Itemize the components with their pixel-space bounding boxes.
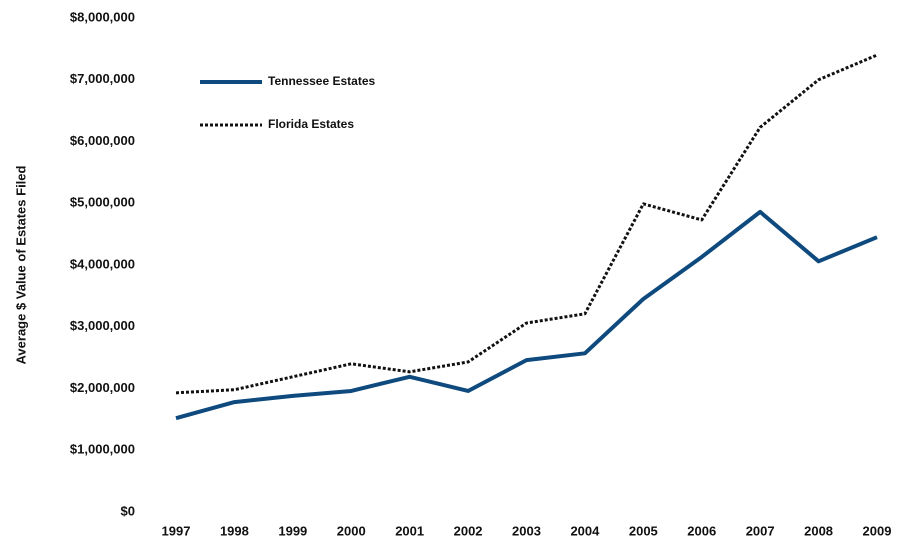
x-tick-label: 2000 bbox=[337, 523, 366, 538]
y-tick-label: $1,000,000 bbox=[70, 442, 135, 457]
x-tick-label: 2007 bbox=[746, 523, 775, 538]
y-tick-label: $3,000,000 bbox=[70, 318, 135, 333]
y-tick-label: $6,000,000 bbox=[70, 133, 135, 148]
y-tick-label: $4,000,000 bbox=[70, 256, 135, 271]
series-line bbox=[175, 53, 878, 395]
y-tick-label: $5,000,000 bbox=[70, 195, 135, 210]
x-tick-label: 2006 bbox=[687, 523, 716, 538]
x-tick-label: 1997 bbox=[162, 523, 191, 538]
x-tick-label: 1998 bbox=[220, 523, 249, 538]
series-line bbox=[175, 209, 878, 421]
y-tick-label: $7,000,000 bbox=[70, 71, 135, 86]
x-tick-label: 2005 bbox=[629, 523, 658, 538]
x-tick-label: 2003 bbox=[512, 523, 541, 538]
x-tick-label: 1999 bbox=[278, 523, 307, 538]
x-tick-label: 2008 bbox=[804, 523, 833, 538]
x-tick-label: 2001 bbox=[395, 523, 424, 538]
y-axis-label: Average $ Value of Estates Filed bbox=[13, 165, 28, 364]
x-tick-label: 2002 bbox=[454, 523, 483, 538]
y-tick-label: $8,000,000 bbox=[70, 9, 135, 24]
x-tick-label: 2009 bbox=[863, 523, 892, 538]
y-tick-label: $2,000,000 bbox=[70, 380, 135, 395]
x-tick-label: 2004 bbox=[570, 523, 600, 538]
y-tick-label: $0 bbox=[121, 503, 135, 518]
legend-label: Tennessee Estates bbox=[268, 74, 375, 88]
legend-label: Florida Estates bbox=[268, 117, 354, 131]
